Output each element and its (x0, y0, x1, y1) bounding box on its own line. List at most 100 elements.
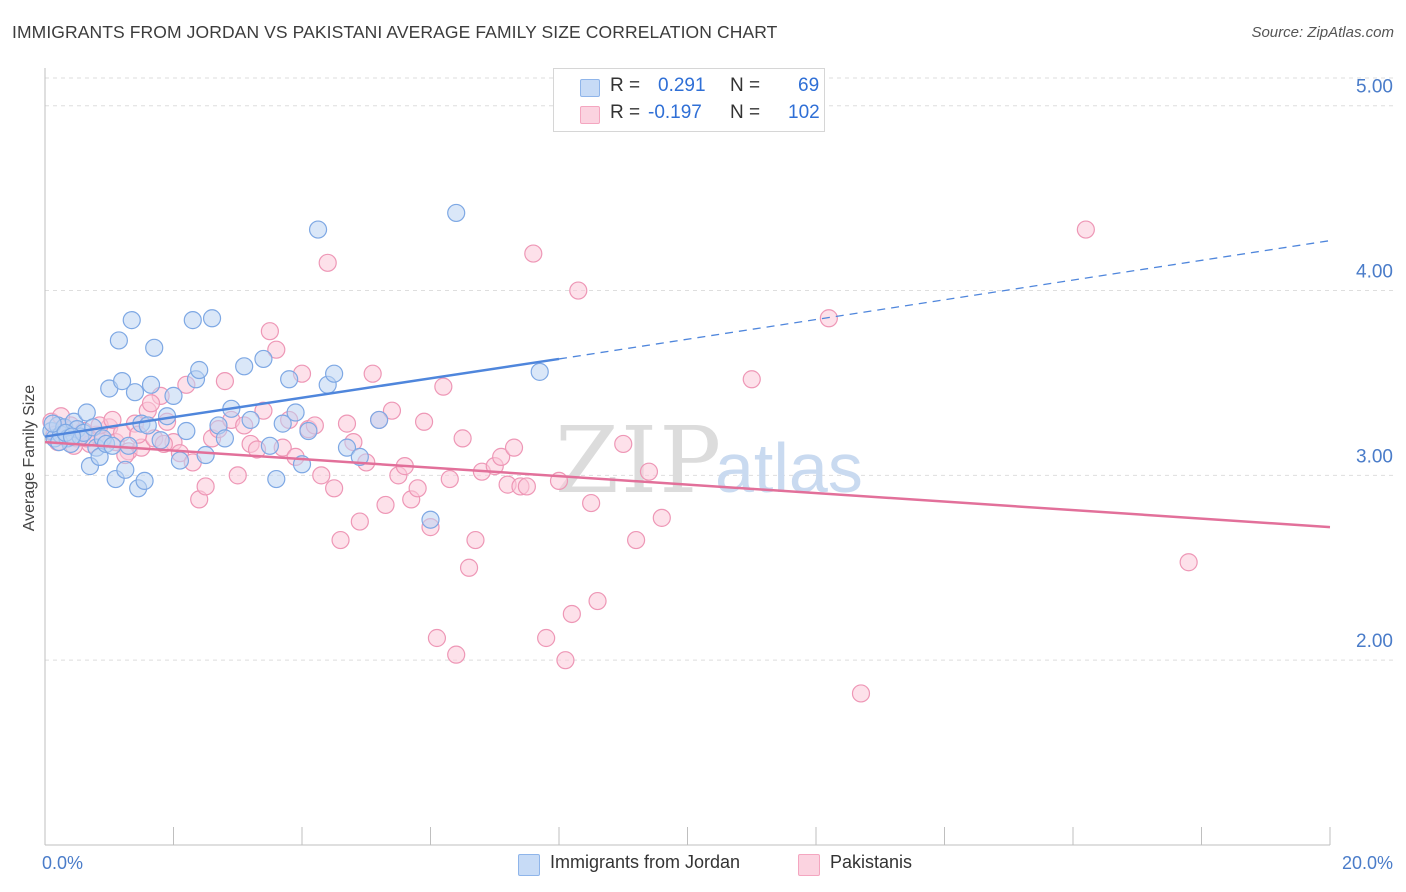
axes (44, 68, 1331, 846)
jordan-point-65 (43, 414, 62, 433)
pakistani-point-83 (588, 591, 607, 611)
jordan-point-33 (151, 431, 170, 450)
pakistani-point-47 (331, 530, 350, 550)
pakistani-point-64 (440, 469, 459, 489)
r-label: R = (610, 102, 641, 123)
y-tick-label-0: 2.00 (1356, 631, 1393, 652)
y-tick-labels: 2.00 3.00 4.00 5.00 (1356, 77, 1393, 652)
pakistani-point-66 (453, 429, 472, 448)
pakistani-point-81 (569, 281, 588, 300)
y-tick-label-1: 3.00 (1356, 446, 1393, 467)
r-label: R = (610, 75, 641, 96)
pakistani-point-50 (350, 512, 369, 531)
pakistani-point-75 (517, 477, 536, 496)
pakistani-point-84 (614, 434, 633, 454)
jordan-point-48 (254, 349, 273, 369)
jordan-point-50 (267, 469, 286, 489)
pakistani-point-73 (504, 438, 524, 457)
pakistani-point-26 (196, 477, 215, 496)
x-tick-label-min: 0.0% (42, 853, 83, 873)
pakistani-point-71 (492, 447, 511, 466)
jordan-point-24 (119, 436, 138, 455)
jordan-point-22 (112, 372, 132, 391)
jordan-point-26 (125, 383, 145, 402)
pakistani-point-82 (582, 493, 601, 513)
jordan-point-56 (308, 220, 328, 239)
pakistani-point-88 (742, 370, 761, 389)
source-label: Source: ZipAtlas.com (1251, 24, 1394, 41)
jordan-point-42 (202, 309, 222, 328)
jordan-point-29 (135, 471, 154, 491)
pakistani-point-46 (325, 479, 344, 498)
trend-lines (44, 239, 1331, 529)
pakistani-point-89 (819, 309, 838, 328)
pakistani-point-100 (141, 394, 161, 413)
pakistani-point-44 (312, 466, 331, 485)
n-value: 102 (788, 102, 820, 123)
jordan-point-59 (337, 438, 357, 457)
jordan-trend-extension (558, 239, 1331, 360)
pakistani-point-52 (363, 364, 382, 383)
jordan-trend-line (44, 357, 560, 438)
jordan-point-41 (196, 445, 215, 465)
jordan-point-62 (421, 510, 440, 529)
chart-title: IMMIGRANTS FROM JORDAN VS PAKISTANI AVER… (12, 22, 778, 42)
x-tick-label-max: 20.0% (1342, 853, 1393, 873)
pakistani-point-76 (524, 244, 543, 263)
n-value: 69 (798, 75, 820, 96)
pakistani-point-29 (215, 372, 234, 391)
pakistani-point-55 (382, 401, 402, 420)
jordan-point-46 (235, 357, 254, 376)
pakistani-point-37 (267, 340, 286, 359)
pakistani-point-87 (652, 508, 671, 527)
stats-legend: R = 0.291 N = 69 R = -0.197 N = 102 (553, 68, 825, 132)
jordan-point-21 (109, 331, 128, 350)
jordan-point-51 (273, 414, 292, 433)
pakistani-legend-swatch (798, 854, 820, 876)
y-axis-label: Average Family Size (21, 385, 38, 532)
series-legend: Immigrants from Jordan Pakistanis (0, 852, 1406, 878)
pakistani-point-80 (562, 604, 581, 624)
pakistani-point-79 (556, 651, 575, 670)
jordan-point-53 (286, 403, 305, 422)
y-tick-label-2: 4.00 (1356, 262, 1393, 283)
pakistani-point-85 (626, 530, 646, 550)
jordan-points (42, 203, 549, 529)
jordan-point-37 (177, 421, 196, 441)
pakistani-point-92 (1179, 553, 1198, 572)
jordan-legend-swatch (518, 854, 540, 876)
r-value: 0.291 (658, 75, 706, 96)
jordan-point-47 (241, 410, 260, 430)
jordan-point-32 (145, 338, 164, 357)
y-tick-label-3: 5.00 (1356, 77, 1393, 98)
pakistani-point-90 (851, 684, 871, 703)
n-label: N = (730, 102, 761, 123)
jordan-point-64 (530, 362, 549, 381)
pakistani-point-59 (408, 479, 427, 498)
pakistani-point-86 (639, 462, 659, 481)
watermark-zip: ZIP (555, 407, 723, 514)
jordan-point-31 (141, 375, 161, 394)
jordan-point-36 (170, 451, 190, 470)
pakistani-point-62 (427, 628, 447, 648)
jordan-point-25 (122, 311, 141, 330)
pakistani-point-63 (434, 377, 453, 396)
pakistani-point-31 (228, 466, 247, 485)
r-value: -0.197 (648, 102, 702, 123)
watermark: ZIP atlas (555, 407, 863, 514)
jordan-point-23 (116, 460, 135, 479)
jordan-point-49 (260, 436, 279, 455)
jordan-point-44 (215, 429, 234, 448)
jordan-point-35 (164, 386, 183, 405)
pakistani-point-77 (537, 628, 556, 648)
pakistani-point-48 (337, 414, 357, 433)
jordan-legend-label: Immigrants from Jordan (550, 852, 741, 872)
jordan-point-55 (299, 421, 318, 441)
pakistani-point-67 (459, 558, 479, 577)
pakistani-point-45 (318, 253, 337, 272)
pakistani-point-36 (260, 322, 279, 341)
jordan-point-61 (370, 410, 389, 430)
pakistani-swatch (580, 106, 600, 124)
jordan-point-40 (190, 360, 209, 380)
